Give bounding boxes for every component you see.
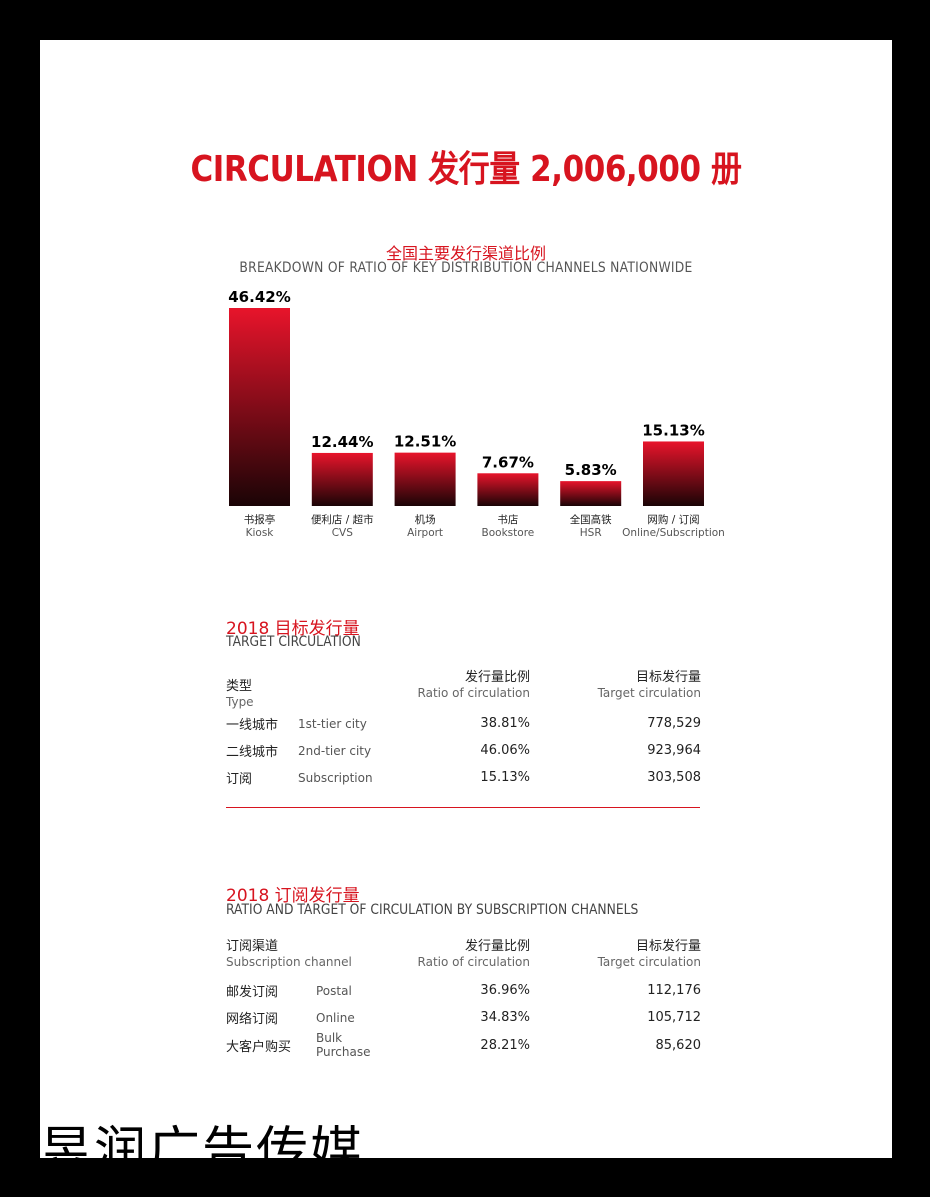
page: CIRCULATION 发行量 2,006,000 册 全国主要发行渠道比例 B… bbox=[40, 40, 892, 1158]
bar-value-label: 5.83% bbox=[565, 461, 617, 479]
header-target: 目标发行量 Target circulation bbox=[530, 670, 701, 710]
category-label-cn: 便利店 / 超市 bbox=[311, 513, 374, 526]
chart-subtitle: BREAKDOWN OF RATIO OF KEY DISTRIBUTION C… bbox=[239, 260, 693, 276]
row-ratio: 34.83% bbox=[480, 1010, 530, 1025]
row-type-en: Postal bbox=[316, 983, 352, 998]
header-type-cn: 类型 bbox=[226, 679, 253, 694]
header-type: 类型 Type bbox=[226, 670, 400, 710]
bar-0 bbox=[229, 308, 290, 506]
section-divider bbox=[226, 807, 700, 808]
header-type-en: Type bbox=[226, 695, 254, 709]
header-target: 目标发行量 Target circulation bbox=[530, 939, 701, 977]
bar-2 bbox=[394, 452, 456, 506]
category-label-en: HSR bbox=[580, 527, 602, 539]
category-label-en: Kiosk bbox=[246, 527, 275, 539]
row-type-cn: 网络订阅 bbox=[226, 1012, 279, 1027]
row-ratio: 15.13% bbox=[480, 770, 530, 785]
row-target: 105,712 bbox=[647, 1010, 701, 1025]
bar-value-label: 12.44% bbox=[311, 433, 373, 451]
category-label-cn: 网购 / 订阅 bbox=[647, 513, 699, 526]
bar-value-label: 15.13% bbox=[642, 421, 704, 439]
table-row: 二线城市 2nd-tier city 46.06% 923,964 bbox=[226, 737, 701, 764]
table-header-row: 订阅渠道 Subscription channel 发行量比例 Ratio of… bbox=[226, 939, 701, 977]
row-type-en: Online bbox=[316, 1010, 355, 1025]
category-label-cn: 书店 bbox=[497, 513, 518, 526]
table-row: 邮发订阅 Postal 36.96% 112,176 bbox=[226, 977, 701, 1004]
header-type: 订阅渠道 Subscription channel bbox=[226, 939, 400, 977]
category-label-en: Online/Subscription bbox=[622, 527, 725, 539]
row-ratio: 36.96% bbox=[480, 983, 530, 998]
bar-1 bbox=[311, 452, 373, 506]
category-label-en: CVS bbox=[332, 527, 354, 539]
header-ratio-cn: 发行量比例 bbox=[464, 939, 530, 954]
watermark: 昱润广告传媒 bbox=[40, 1122, 365, 1158]
bar-value-label: 7.67% bbox=[482, 453, 534, 471]
row-type-en: Bulk Purchase bbox=[316, 1031, 371, 1059]
target-section-subtitle: TARGET CIRCULATION bbox=[226, 634, 361, 650]
bar-3 bbox=[477, 473, 539, 506]
table-row: 网络订阅 Online 34.83% 105,712 bbox=[226, 1004, 701, 1031]
target-section-title: 2018 目标发行量 bbox=[226, 619, 360, 639]
header-type-cn: 订阅渠道 bbox=[226, 939, 279, 954]
row-type-cn: 邮发订阅 bbox=[226, 985, 279, 1000]
category-label-cn: 书报亭 bbox=[244, 513, 276, 526]
row-target: 923,964 bbox=[647, 743, 701, 758]
row-ratio: 28.21% bbox=[480, 1037, 530, 1053]
table-header-row: 类型 Type 发行量比例 Ratio of circulation 目标发行量… bbox=[226, 670, 701, 710]
header-target-en: Target circulation bbox=[597, 686, 701, 700]
bar-value-label: 12.51% bbox=[394, 433, 456, 451]
chart-title: 全国主要发行渠道比例 bbox=[385, 244, 546, 263]
header-target-cn: 目标发行量 bbox=[635, 670, 701, 685]
row-type-cn: 二线城市 bbox=[226, 745, 279, 760]
row-ratio: 46.06% bbox=[480, 743, 530, 758]
category-label-en: Bookstore bbox=[482, 527, 535, 539]
row-target: 85,620 bbox=[655, 1037, 702, 1053]
row-target: 778,529 bbox=[647, 716, 701, 731]
header-ratio: 发行量比例 Ratio of circulation bbox=[400, 670, 530, 710]
row-type-en: 2nd-tier city bbox=[298, 743, 372, 758]
row-type-cn: 订阅 bbox=[226, 772, 253, 787]
header-ratio-cn: 发行量比例 bbox=[464, 670, 530, 685]
bar-value-label: 46.42% bbox=[228, 288, 290, 306]
subscription-section-subtitle: RATIO AND TARGET OF CIRCULATION BY SUBSC… bbox=[226, 902, 639, 918]
category-label-en: Airport bbox=[407, 527, 443, 539]
table-row: 一线城市 1st-tier city 38.81% 778,529 bbox=[226, 710, 701, 737]
category-label-cn: 全国高铁 bbox=[570, 513, 612, 526]
row-type-en: Subscription bbox=[298, 770, 373, 785]
category-label-cn: 机场 bbox=[415, 513, 436, 526]
header-ratio: 发行量比例 Ratio of circulation bbox=[400, 939, 530, 977]
row-target: 112,176 bbox=[647, 983, 701, 998]
subscription-section-title: 2018 订阅发行量 bbox=[226, 886, 360, 906]
row-type-cn: 一线城市 bbox=[226, 718, 279, 733]
subscription-table: 订阅渠道 Subscription channel 发行量比例 Ratio of… bbox=[226, 939, 701, 1059]
row-type-en: 1st-tier city bbox=[298, 716, 367, 731]
header-type-en: Subscription channel bbox=[226, 955, 352, 969]
header-target-cn: 目标发行量 bbox=[635, 939, 701, 954]
table-row: 大客户购买 Bulk Purchase 28.21% 85,620 bbox=[226, 1031, 701, 1059]
row-ratio: 38.81% bbox=[480, 716, 530, 731]
table-row: 订阅 Subscription 15.13% 303,508 bbox=[226, 764, 701, 791]
header-ratio-en: Ratio of circulation bbox=[417, 955, 530, 969]
row-target: 303,508 bbox=[647, 770, 701, 785]
bar-4 bbox=[560, 481, 622, 506]
bar-5 bbox=[643, 441, 704, 506]
row-type-cn: 大客户购买 bbox=[226, 1039, 292, 1055]
target-table: 类型 Type 发行量比例 Ratio of circulation 目标发行量… bbox=[226, 670, 701, 791]
header-ratio-en: Ratio of circulation bbox=[417, 686, 530, 700]
header-target-en: Target circulation bbox=[597, 955, 701, 969]
page-title: CIRCULATION 发行量 2,006,000 册 bbox=[190, 149, 742, 190]
